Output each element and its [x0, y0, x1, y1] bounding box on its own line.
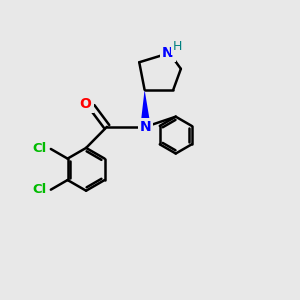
Text: O: O	[80, 97, 92, 111]
Text: Cl: Cl	[32, 183, 46, 196]
Text: H: H	[173, 40, 182, 53]
Text: N: N	[140, 120, 152, 134]
Text: Cl: Cl	[32, 142, 46, 155]
Polygon shape	[140, 90, 151, 127]
Text: N: N	[162, 46, 174, 60]
